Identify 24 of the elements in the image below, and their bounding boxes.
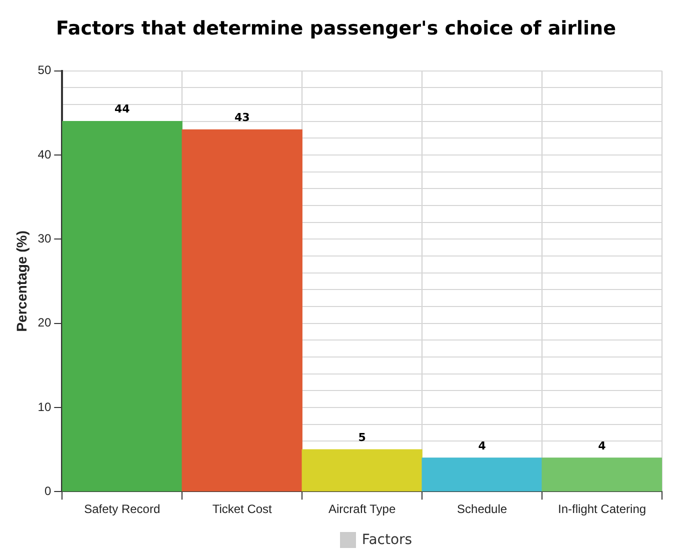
y-tick-label: 10	[38, 400, 52, 414]
y-axis-title: Percentage (%)	[13, 230, 30, 332]
y-tick-label: 20	[38, 316, 52, 330]
bar	[542, 458, 662, 492]
y-tick-label: 50	[38, 63, 52, 78]
bar	[182, 129, 302, 492]
data-label: 4	[478, 439, 486, 452]
y-tick-label: 40	[38, 147, 52, 162]
bar	[422, 458, 542, 492]
data-label: 5	[358, 430, 366, 444]
y-tick-label: 0	[44, 484, 52, 498]
bar	[62, 120, 182, 492]
chart-title: Factors that determine passenger's choice of airline	[56, 17, 616, 40]
data-label: 4	[598, 439, 606, 452]
x-tick-label: Schedule	[457, 502, 508, 516]
bar	[302, 449, 422, 492]
x-tick-label: In-flight Catering	[558, 502, 646, 516]
data-label: 43	[234, 111, 250, 124]
x-tick-label: Safety Record	[84, 502, 160, 516]
data-label: 44	[114, 102, 130, 116]
x-tick-label: Aircraft Type	[328, 502, 396, 516]
text: Factors	[362, 532, 412, 548]
x-tick-label: Ticket Cost	[212, 502, 273, 516]
y-tick-label: 30	[38, 231, 52, 246]
